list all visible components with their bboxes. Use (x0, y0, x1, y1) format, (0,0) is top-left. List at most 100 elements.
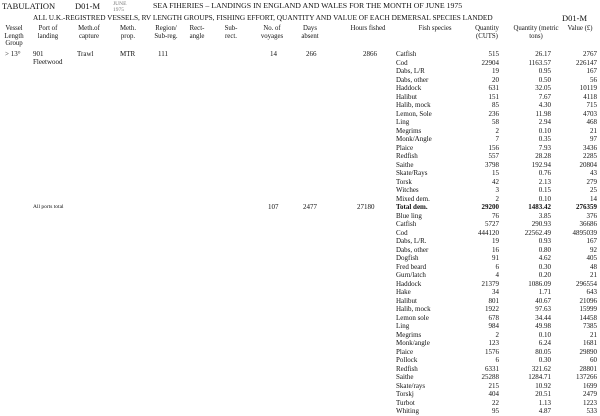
species-name: Dabs, L/R. (396, 237, 427, 245)
value-pounds: 405 (586, 254, 598, 262)
value-pounds: 21096 (579, 296, 598, 305)
species-row: Redfish 6331 321.62 28801 (0, 365, 600, 374)
quantity-cuts: 22904 (481, 58, 500, 67)
species-name: Saithe (396, 373, 414, 381)
quantity-cuts: 6331 (485, 364, 499, 373)
species-row: Turbot 22 1.13 1223 (0, 399, 600, 408)
col-days: Days absent (301, 25, 319, 40)
quantity-cuts: 58 (492, 118, 499, 126)
value-pounds: 4895039 (572, 228, 598, 237)
quantity-metric-tons: 2.94 (538, 118, 551, 126)
total-days-value: 2477 (303, 203, 317, 211)
species-name: Haddock (396, 84, 422, 92)
species-name: Skate/Rays (396, 169, 428, 177)
quantity-cuts: 2 (495, 126, 500, 135)
value-pounds: 36686 (579, 220, 598, 228)
species-row: Ling 984 49.98 7385 (0, 322, 600, 331)
quantity-metric-tons: 0.93 (538, 237, 551, 245)
quantity-cuts: 151 (488, 92, 500, 101)
quantity-metric-tons: 4.62 (538, 254, 551, 262)
species-name: Monk/angle (396, 339, 430, 347)
species-name: Plaice (396, 143, 414, 152)
quantity-metric-tons: 1163.57 (528, 58, 552, 67)
species-name: Witches (396, 186, 419, 194)
col-voyages: No. of voyages (260, 25, 284, 40)
col-port: Port of landing (37, 25, 59, 40)
quantity-cuts: 21379 (481, 279, 500, 288)
species-name: Megrims (396, 330, 422, 339)
value-pounds: 10119 (579, 84, 597, 92)
quantity-cuts: 557 (488, 152, 500, 160)
species-name: Dabs, other (396, 75, 429, 84)
value-pounds: 4118 (583, 92, 597, 101)
quantity-metric-tons: 0.10 (538, 330, 551, 339)
quantity-metric-tons: 10.92 (535, 381, 551, 390)
species-row: Witches 3 0.15 25 (0, 186, 600, 195)
species-name: Monk/Angle (396, 135, 432, 143)
value-pounds: 376 (586, 211, 598, 220)
species-row: Cod 444120 22562.49 4895039 (0, 229, 600, 238)
quantity-metric-tons: 1086.09 (528, 279, 551, 288)
quantity-cuts: 404 (488, 390, 500, 398)
region-value: 111 (158, 50, 168, 58)
species-row: Mixed dem. 2 0.10 14 (0, 195, 600, 204)
page-title: SEA FIHERIES – LANDINGS IN ENGLAND AND W… (153, 1, 463, 10)
value-pounds: 21 (590, 126, 597, 135)
species-row: Catfish 5727 290.93 36686 (0, 220, 600, 229)
quantity-metric-tons: 321.62 (531, 364, 551, 373)
species-name: Whiting (396, 407, 419, 415)
species-row: Torsk 42 2.13 279 (0, 178, 600, 187)
species-row: Cod 22904 1163.57 226147 (0, 59, 600, 68)
species-row: Dabs, other 16 0.80 92 (0, 246, 600, 255)
quantity-metric-tons: 0.30 (538, 356, 551, 364)
col-meth-capture: Meth.of capture (78, 25, 100, 40)
value-pounds: 92 (590, 245, 597, 254)
table-code: D01-M (75, 1, 101, 11)
species-row: Dabs, L/R. 19 0.93 167 (0, 237, 600, 246)
species-name: Blue ling (396, 211, 422, 220)
quantity-metric-tons: 7.93 (538, 143, 551, 152)
quantity-cuts: 29200 (481, 203, 500, 211)
quantity-cuts: 515 (488, 50, 500, 58)
quantity-metric-tons: 0.76 (538, 169, 551, 177)
species-row: Dabs, L/R 19 0.95 167 (0, 67, 600, 76)
quantity-cuts: 15 (492, 169, 499, 177)
species-row: Monk/angle 123 6.24 1681 (0, 339, 600, 348)
value-pounds: 3436 (583, 143, 597, 152)
value-pounds: 167 (586, 237, 598, 245)
value-pounds: 226147 (576, 58, 597, 67)
species-name: Torsk (396, 177, 412, 186)
col-rect: Rect-angle (189, 25, 205, 40)
meth-prop-value: MTR (120, 50, 136, 58)
species-row: Megrims 2 0.10 21 (0, 331, 600, 340)
quantity-cuts: 3798 (485, 160, 499, 169)
quantity-metric-tons: 2.13 (538, 177, 551, 186)
species-row: Torskj 404 20.51 2479 (0, 390, 600, 399)
species-name: Redfish (396, 364, 418, 373)
page-subtitle: ALL U.K.-REGISTRED VESSELS, RV LENGTH GR… (33, 13, 493, 22)
quantity-metric-tons: 40.67 (535, 296, 551, 305)
quantity-metric-tons: 192.94 (531, 160, 551, 169)
value-pounds: 715 (586, 101, 598, 109)
quantity-cuts: 76 (492, 211, 499, 220)
quantity-metric-tons: 80.05 (535, 347, 551, 356)
quantity-cuts: 156 (488, 143, 500, 152)
value-pounds: 137266 (576, 373, 597, 381)
value-pounds: 21 (590, 330, 597, 339)
quantity-metric-tons: 6.24 (538, 339, 551, 347)
species-name: Halibut (396, 92, 417, 101)
species-row: Fred beard 6 0.30 48 (0, 263, 600, 272)
species-name: Pollock (396, 356, 418, 364)
days-value: 266 (306, 50, 317, 58)
value-pounds: 7385 (583, 322, 597, 330)
col-hours: Hours fished (350, 25, 386, 32)
col-meth-prop: Meth. prop. (119, 25, 137, 40)
table-code-right: D01-M (562, 13, 588, 23)
value-pounds: 167 (586, 67, 598, 75)
species-name: Dabs, other (396, 245, 429, 254)
value-pounds: 14 (590, 194, 597, 203)
quantity-metric-tons: 290.93 (531, 220, 551, 228)
species-row: Dabs, other 20 0.50 56 (0, 76, 600, 85)
species-row: Plaice 156 7.93 3436 (0, 144, 600, 153)
meth-capture-value: Trawl (77, 50, 94, 58)
